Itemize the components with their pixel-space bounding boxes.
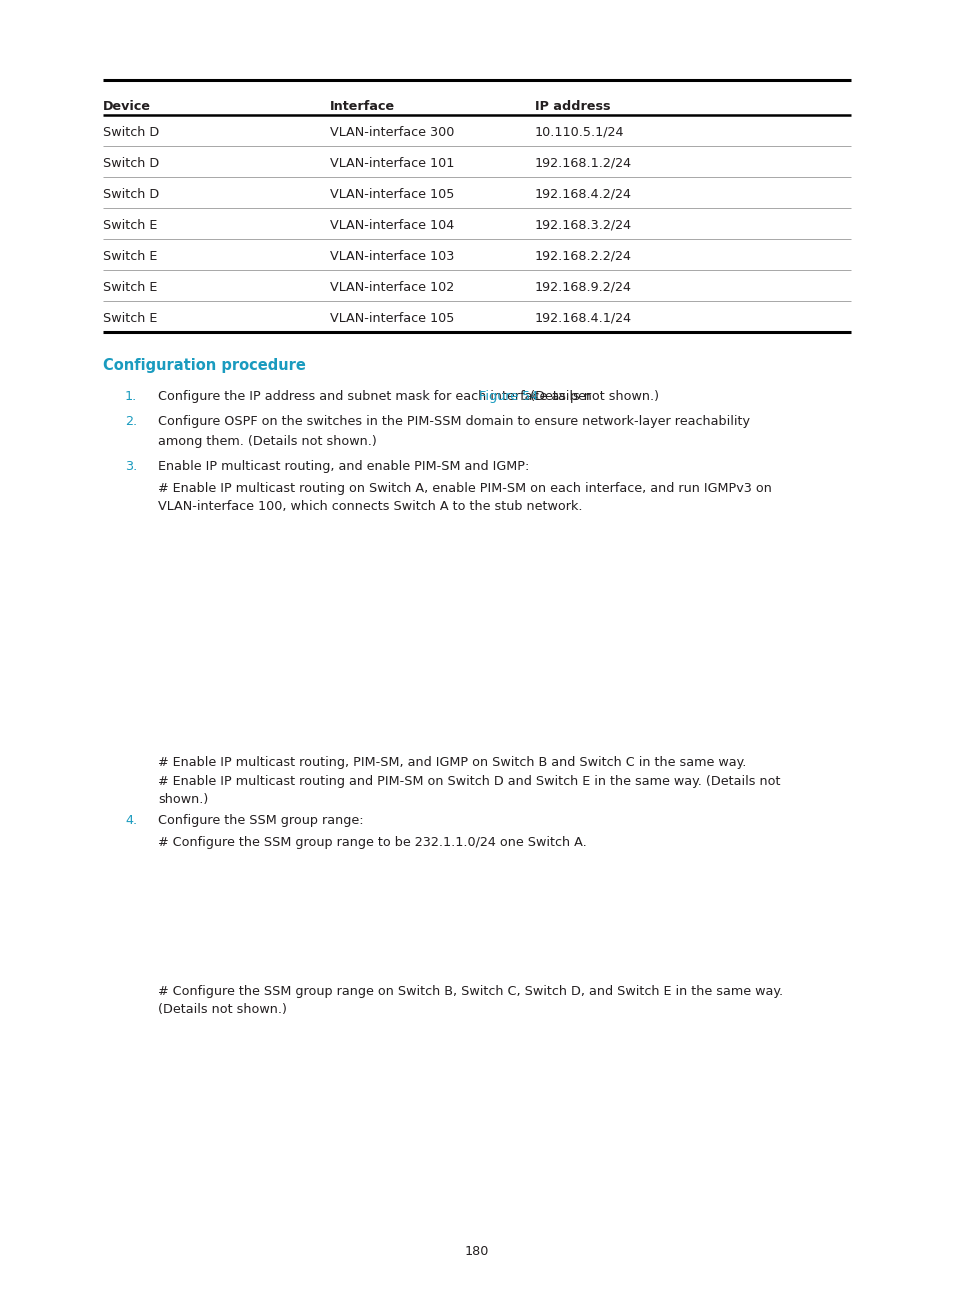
Text: VLAN-interface 102: VLAN-interface 102 <box>330 280 454 294</box>
Text: among them. (Details not shown.): among them. (Details not shown.) <box>158 435 376 448</box>
Text: 4.: 4. <box>125 814 137 827</box>
Text: Switch E: Switch E <box>103 311 157 324</box>
Text: # Enable IP multicast routing on Switch A, enable PIM-SM on each interface, and : # Enable IP multicast routing on Switch … <box>158 482 771 495</box>
Text: Configure the SSM group range:: Configure the SSM group range: <box>158 814 363 827</box>
Text: # Configure the SSM group range to be 232.1.1.0/24 one Switch A.: # Configure the SSM group range to be 23… <box>158 836 586 849</box>
Text: 180: 180 <box>464 1245 489 1258</box>
Text: Switch E: Switch E <box>103 250 157 263</box>
Text: Configure the IP address and subnet mask for each interface as per: Configure the IP address and subnet mask… <box>158 390 595 403</box>
Text: IP address: IP address <box>535 100 610 113</box>
Text: Switch E: Switch E <box>103 219 157 232</box>
Text: Enable IP multicast routing, and enable PIM-SM and IGMP:: Enable IP multicast routing, and enable … <box>158 460 529 473</box>
Text: VLAN-interface 100, which connects Switch A to the stub network.: VLAN-interface 100, which connects Switc… <box>158 500 582 513</box>
Text: VLAN-interface 105: VLAN-interface 105 <box>330 311 454 324</box>
Text: # Configure the SSM group range on Switch B, Switch C, Switch D, and Switch E in: # Configure the SSM group range on Switc… <box>158 985 782 998</box>
Text: Device: Device <box>103 100 151 113</box>
Text: 192.168.4.2/24: 192.168.4.2/24 <box>535 188 631 201</box>
Text: 192.168.1.2/24: 192.168.1.2/24 <box>535 157 632 170</box>
Text: 192.168.4.1/24: 192.168.4.1/24 <box>535 311 632 324</box>
Text: # Enable IP multicast routing, PIM-SM, and IGMP on Switch B and Switch C in the : # Enable IP multicast routing, PIM-SM, a… <box>158 756 745 769</box>
Text: 10.110.5.1/24: 10.110.5.1/24 <box>535 126 624 139</box>
Text: (Details not shown.): (Details not shown.) <box>158 1003 287 1016</box>
Text: VLAN-interface 101: VLAN-interface 101 <box>330 157 454 170</box>
Text: Figure 54: Figure 54 <box>478 390 537 403</box>
Text: VLAN-interface 104: VLAN-interface 104 <box>330 219 454 232</box>
Text: Configuration procedure: Configuration procedure <box>103 358 306 373</box>
Text: VLAN-interface 103: VLAN-interface 103 <box>330 250 454 263</box>
Text: 3.: 3. <box>125 460 137 473</box>
Text: Switch D: Switch D <box>103 188 159 201</box>
Text: 192.168.3.2/24: 192.168.3.2/24 <box>535 219 632 232</box>
Text: shown.): shown.) <box>158 793 208 806</box>
Text: Switch D: Switch D <box>103 126 159 139</box>
Text: . (Details not shown.): . (Details not shown.) <box>521 390 658 403</box>
Text: VLAN-interface 300: VLAN-interface 300 <box>330 126 454 139</box>
Text: VLAN-interface 105: VLAN-interface 105 <box>330 188 454 201</box>
Text: Interface: Interface <box>330 100 395 113</box>
Text: Configure OSPF on the switches in the PIM-SSM domain to ensure network-layer rea: Configure OSPF on the switches in the PI… <box>158 415 749 428</box>
Text: 192.168.9.2/24: 192.168.9.2/24 <box>535 280 631 294</box>
Text: 2.: 2. <box>125 415 137 428</box>
Text: Switch E: Switch E <box>103 280 157 294</box>
Text: # Enable IP multicast routing and PIM-SM on Switch D and Switch E in the same wa: # Enable IP multicast routing and PIM-SM… <box>158 775 780 788</box>
Text: Switch D: Switch D <box>103 157 159 170</box>
Text: 192.168.2.2/24: 192.168.2.2/24 <box>535 250 631 263</box>
Text: 1.: 1. <box>125 390 137 403</box>
